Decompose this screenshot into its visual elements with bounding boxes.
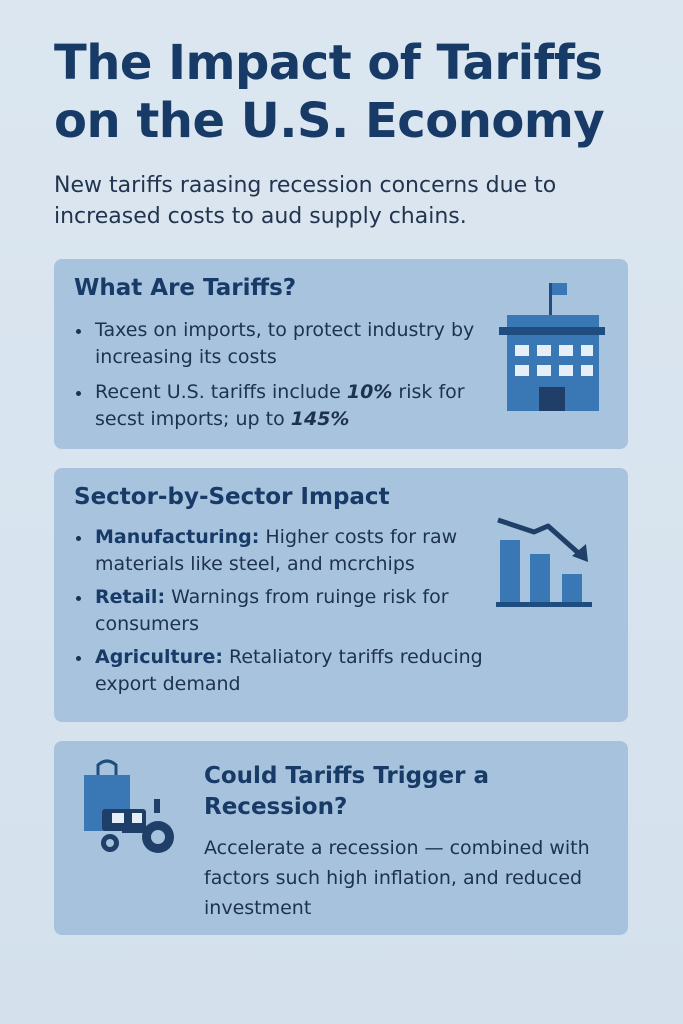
sector-text: Retaliatory tariffs reducing export dema… — [95, 646, 483, 695]
sector-text: Warnings from ruinge risk for consumers — [95, 586, 449, 635]
tariff-rate-145: 145% — [290, 408, 350, 430]
list-item: Retail: Warnings from ruinge risk for co… — [74, 584, 504, 638]
bullet-text: Taxes on imports, to protect industry by… — [95, 319, 475, 368]
list-item: Recent U.S. tariffs include 10% risk for… — [74, 379, 494, 433]
tariff-rate-10: 10% — [346, 381, 393, 403]
sector-label: Retail: — [95, 586, 166, 608]
page-title: The Impact of Tariffs on the U.S. Econom… — [54, 34, 654, 150]
list-item: Agriculture: Retaliatory tariffs reducin… — [74, 644, 504, 698]
recession-body: Accelerate a recession — combined with f… — [204, 837, 590, 919]
list-item: Manufacturing: Higher costs for raw mate… — [74, 524, 504, 578]
bullet-text: risk for secst imports; up to — [95, 381, 465, 430]
what-are-tariffs-list: Taxes on imports, to protect industry by… — [74, 317, 494, 441]
sector-label: Manufacturing: — [95, 526, 260, 548]
sector-text: Higher costs for raw materials like stee… — [95, 526, 458, 575]
page-subtitle: New tariffs raasing recession concerns d… — [54, 173, 557, 229]
what-are-tariffs-card: What Are Tariffs? Taxes on imports, to p… — [54, 259, 628, 449]
recession-card: Could Tariffs Trigger a Recession? Accel… — [54, 741, 628, 935]
what-are-tariffs-heading: What Are Tariffs? — [74, 275, 297, 301]
list-item: Taxes on imports, to protect industry by… — [74, 317, 494, 371]
sector-label: Agriculture: — [95, 646, 223, 668]
page-title-line2: on the U.S. Economy — [54, 93, 605, 149]
sector-impact-list: Manufacturing: Higher costs for raw mate… — [74, 524, 504, 704]
page-title-line1: The Impact of Tariffs — [54, 35, 603, 91]
sector-impact-heading: Sector-by-Sector Impact — [74, 484, 390, 510]
declining-bar-chart-icon — [496, 517, 592, 607]
bullet-text: Recent U.S. tariffs include — [95, 381, 347, 403]
shopping-bag-tractor-icon — [84, 759, 174, 853]
building-flag-icon — [499, 283, 605, 411]
sector-impact-card: Sector-by-Sector Impact Manufacturing: H… — [54, 468, 628, 722]
recession-heading: Could Tariffs Trigger a Recession? — [204, 763, 489, 820]
